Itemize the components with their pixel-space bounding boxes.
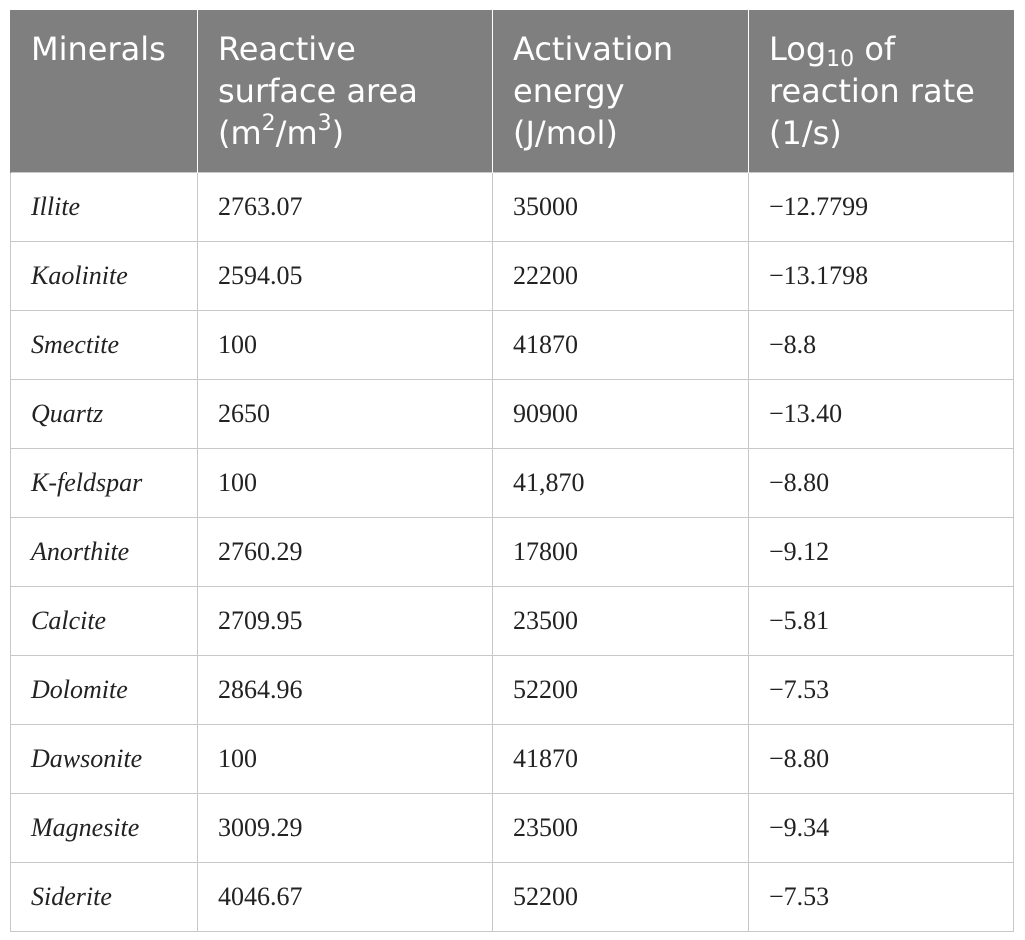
minerals-table: Minerals Reactive surface area (m2/m3) Act… [10,10,1014,932]
header-energy-line1: Activation [513,30,674,68]
mineral-cell: K-feldspar [10,448,198,518]
table-row: Smectite 100 41870 −8.8 [10,310,1014,380]
header-rate-unit: (1/s) [769,114,842,152]
surface-area-cell: 2594.05 [197,241,493,311]
table-row: Quartz 2650 90900 −13.40 [10,379,1014,449]
surface-area-cell: 2650 [197,379,493,449]
mineral-cell: Quartz [10,379,198,449]
reaction-rate-cell: −8.80 [748,448,1014,518]
table-row: Siderite 4046.67 52200 −7.53 [10,862,1014,932]
header-area-line2: surface area [218,72,418,110]
reaction-rate-cell: −7.53 [748,655,1014,725]
mineral-cell: Dawsonite [10,724,198,794]
header-activation-energy: Activation energy (J/mol) [492,10,749,173]
reaction-rate-cell: −9.34 [748,793,1014,863]
header-rate-line2: reaction rate [769,72,975,110]
area-unit-post: ) [331,114,345,152]
table-row: Kaolinite 2594.05 22200 −13.1798 [10,241,1014,311]
mineral-cell: Kaolinite [10,241,198,311]
activation-energy-cell: 52200 [492,655,749,725]
activation-energy-cell: 41870 [492,310,749,380]
area-unit-pre: (m [218,114,262,152]
activation-energy-cell: 41870 [492,724,749,794]
surface-area-cell: 100 [197,310,493,380]
activation-energy-cell: 23500 [492,793,749,863]
rate-sub: 10 [826,47,855,72]
reaction-rate-cell: −7.53 [748,862,1014,932]
header-area-line1: Reactive [218,30,356,68]
surface-area-cell: 100 [197,448,493,518]
reaction-rate-cell: −9.12 [748,517,1014,587]
activation-energy-cell: 17800 [492,517,749,587]
table-row: Calcite 2709.95 23500 −5.81 [10,586,1014,656]
activation-energy-cell: 41,870 [492,448,749,518]
header-row: Minerals Reactive surface area (m2/m3) Act… [10,10,1014,173]
activation-energy-cell: 22200 [492,241,749,311]
activation-energy-cell: 52200 [492,862,749,932]
surface-area-cell: 2709.95 [197,586,493,656]
table-row: Magnesite 3009.29 23500 −9.34 [10,793,1014,863]
surface-area-cell: 4046.67 [197,862,493,932]
mineral-cell: Magnesite [10,793,198,863]
surface-area-cell: 2760.29 [197,517,493,587]
table-row: Illite 2763.07 35000 −12.7799 [10,172,1014,242]
mineral-cell: Anorthite [10,517,198,587]
reaction-rate-cell: −13.1798 [748,241,1014,311]
surface-area-cell: 3009.29 [197,793,493,863]
header-rate-line1: Log10 of [769,30,896,71]
table-header: Minerals Reactive surface area (m2/m3) Act… [10,10,1014,173]
reaction-rate-cell: −13.40 [748,379,1014,449]
activation-energy-cell: 35000 [492,172,749,242]
rate-pre: Log [769,30,827,68]
reaction-rate-cell: −8.8 [748,310,1014,380]
table-row: Anorthite 2760.29 17800 −9.12 [10,517,1014,587]
mineral-cell: Calcite [10,586,198,656]
header-minerals-label: Minerals [31,30,166,68]
mineral-cell: Smectite [10,310,198,380]
mineral-cell: Dolomite [10,655,198,725]
header-area-unit: (m2/m3) [218,111,345,153]
area-unit-mid: /m [275,114,318,152]
header-minerals: Minerals [10,10,198,173]
header-energy-unit: (J/mol) [513,114,618,152]
surface-area-cell: 2864.96 [197,655,493,725]
header-reactive-surface-area: Reactive surface area (m2/m3) [197,10,493,173]
table-row: K-feldspar 100 41,870 −8.80 [10,448,1014,518]
surface-area-cell: 2763.07 [197,172,493,242]
reaction-rate-cell: −8.80 [748,724,1014,794]
mineral-cell: Siderite [10,862,198,932]
area-unit-sup2: 3 [317,111,332,136]
table-row: Dolomite 2864.96 52200 −7.53 [10,655,1014,725]
header-energy-line2: energy [513,72,625,110]
header-reaction-rate: Log10 of reaction rate (1/s) [748,10,1014,173]
table-row: Dawsonite 100 41870 −8.80 [10,724,1014,794]
area-unit-sup1: 2 [261,111,276,136]
table-body: Illite 2763.07 35000 −12.7799 Kaolinite 2594.… [10,172,1014,932]
activation-energy-cell: 90900 [492,379,749,449]
minerals-table-container: Minerals Reactive surface area (m2/m3) Act… [10,10,1014,932]
surface-area-cell: 100 [197,724,493,794]
reaction-rate-cell: −12.7799 [748,172,1014,242]
rate-post: of [854,30,896,68]
mineral-cell: Illite [10,172,198,242]
reaction-rate-cell: −5.81 [748,586,1014,656]
activation-energy-cell: 23500 [492,586,749,656]
